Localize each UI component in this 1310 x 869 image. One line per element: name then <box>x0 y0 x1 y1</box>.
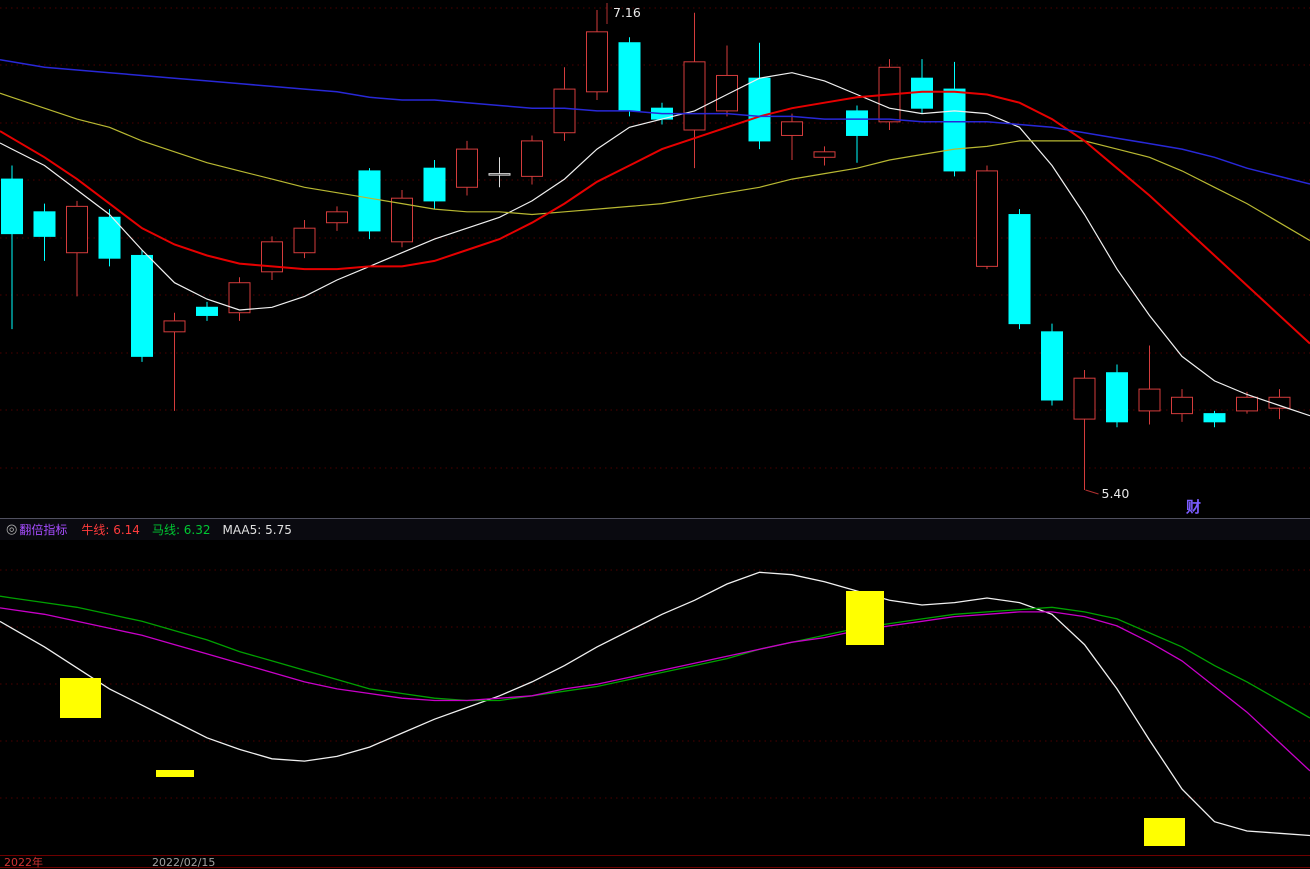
signal-marker[interactable] <box>60 678 101 718</box>
bull-line-value: 牛线: 6.14 <box>81 522 140 537</box>
indicator-chart <box>0 569 1310 846</box>
timeline-bar[interactable]: 2022年 2022/02/15 <box>0 855 1310 868</box>
gridlines <box>0 7 1310 469</box>
candle[interactable] <box>976 165 998 270</box>
ma-slow-red <box>0 90 1310 345</box>
candle[interactable] <box>1268 389 1291 420</box>
candle[interactable] <box>748 42 771 150</box>
candle[interactable] <box>1008 209 1031 330</box>
indicator-panel <box>0 540 1310 855</box>
candle[interactable] <box>586 10 608 100</box>
candle[interactable] <box>683 12 706 169</box>
low-marker-line <box>1085 489 1099 495</box>
maa5-line-white <box>0 571 1310 837</box>
candle[interactable] <box>1171 389 1193 422</box>
timeline-date-label: 2022/02/15 <box>152 856 216 869</box>
ma-mid-yellow <box>0 92 1310 242</box>
horse-line-green <box>0 595 1310 719</box>
gridlines <box>0 569 1310 799</box>
low-price-label: 5.40 <box>1102 486 1130 501</box>
candles <box>1 10 1291 490</box>
ma-long-blue <box>0 59 1310 185</box>
candle[interactable] <box>943 61 966 177</box>
candle[interactable] <box>781 113 803 160</box>
candle[interactable] <box>358 168 381 240</box>
candle[interactable] <box>391 190 413 248</box>
horse-line-value: 马线: 6.32 <box>151 522 211 537</box>
candle[interactable] <box>1236 391 1258 414</box>
candle[interactable] <box>1041 323 1063 406</box>
candle[interactable] <box>488 157 511 188</box>
signal-marker[interactable] <box>156 770 194 777</box>
bull-line-magenta <box>0 607 1310 772</box>
candle[interactable] <box>1138 345 1161 425</box>
candle[interactable] <box>1073 370 1096 490</box>
signal-markers <box>60 591 1185 846</box>
candlestick-panel: 7.16 5.40 财 <box>0 3 1310 516</box>
maa5-value: MAA5: 5.75 <box>222 522 292 537</box>
candle[interactable] <box>98 209 121 267</box>
candle[interactable] <box>228 277 251 321</box>
candle[interactable] <box>846 105 868 163</box>
candle[interactable] <box>33 203 56 261</box>
candle[interactable] <box>456 140 478 196</box>
candle[interactable] <box>423 160 446 210</box>
candle[interactable] <box>911 59 933 114</box>
candle[interactable] <box>618 37 641 117</box>
candle[interactable] <box>1106 364 1128 428</box>
candlestick-chart: 7.16 5.40 财 <box>0 3 1310 516</box>
indicator-title-bar: ◎ 翻倍指标 牛线: 6.14 马线: 6.32 MAA5: 5.75 <box>0 518 1310 540</box>
candle[interactable] <box>261 236 283 280</box>
candle[interactable] <box>1 165 23 330</box>
candle[interactable] <box>1203 410 1226 428</box>
candle[interactable] <box>131 250 153 362</box>
signal-marker[interactable] <box>1144 818 1185 846</box>
ma-fast-white <box>0 72 1310 417</box>
candle[interactable] <box>326 206 348 231</box>
indicator-toggle-icon[interactable]: ◎ <box>6 521 18 537</box>
timeline-year-label: 2022年 <box>4 856 43 869</box>
watermark-glyph: 财 <box>1186 498 1201 516</box>
candle[interactable] <box>553 67 576 141</box>
candle[interactable] <box>163 312 186 411</box>
candle[interactable] <box>716 45 738 117</box>
indicator-title[interactable]: 翻倍指标 <box>19 522 68 537</box>
signal-marker[interactable] <box>846 591 884 645</box>
candle[interactable] <box>813 146 836 166</box>
high-price-label: 7.16 <box>613 5 641 20</box>
candle[interactable] <box>293 220 316 259</box>
candle[interactable] <box>66 200 88 297</box>
candle[interactable] <box>521 135 543 185</box>
candle[interactable] <box>196 301 218 321</box>
